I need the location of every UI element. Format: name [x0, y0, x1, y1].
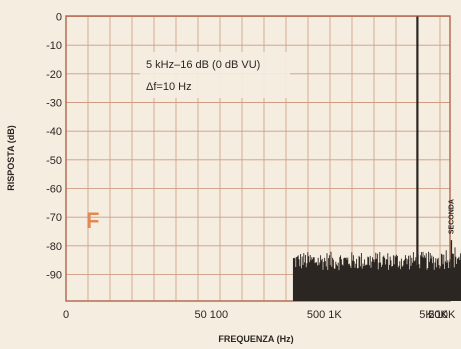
panel-letter: F [86, 208, 99, 233]
x-axis-label: FREQUENZA (Hz) [218, 334, 293, 344]
y-tick-label: -50 [46, 155, 62, 167]
y-tick-label: -60 [46, 184, 62, 196]
y-tick-label: -40 [46, 126, 62, 138]
harmonic-labels: SECONDATERZA [448, 199, 455, 234]
harmonic-label: SECONDA [448, 199, 455, 234]
x-tick-label: 5K 10K [419, 309, 456, 321]
y-tick-label: -10 [46, 40, 62, 52]
x-tick-label: 20K [428, 309, 448, 321]
y-tick-label: -90 [46, 270, 62, 282]
y-tick-label: -20 [46, 69, 62, 81]
y-tick-label: -70 [46, 212, 62, 224]
spectrum-lines [416, 16, 453, 301]
annotation-line-2: Δf=10 Hz [146, 81, 192, 93]
y-tick-label: -80 [46, 241, 62, 253]
y-tick-label: 0 [56, 12, 62, 24]
x-tick-label: 50K [428, 309, 448, 321]
noise-floor [292, 247, 461, 301]
y-tick-labels: 0 -10 -20 -30 -40 -50 -60 -70 -80 -90 [46, 12, 62, 282]
x-tick-label: 50 100 [194, 309, 228, 321]
y-tick-label: -30 [46, 98, 62, 110]
x-tick-label: 500 1K [307, 309, 343, 321]
noise-floor-trace [292, 247, 461, 301]
annotation-box [140, 52, 290, 98]
plot-frame [65, 15, 451, 302]
x-tick-label: 0 [63, 309, 69, 321]
annotation-line-1: 5 kHz–16 dB (0 dB VU) [146, 59, 260, 71]
y-axis-label: RISPOSTA (dB) [6, 125, 16, 191]
